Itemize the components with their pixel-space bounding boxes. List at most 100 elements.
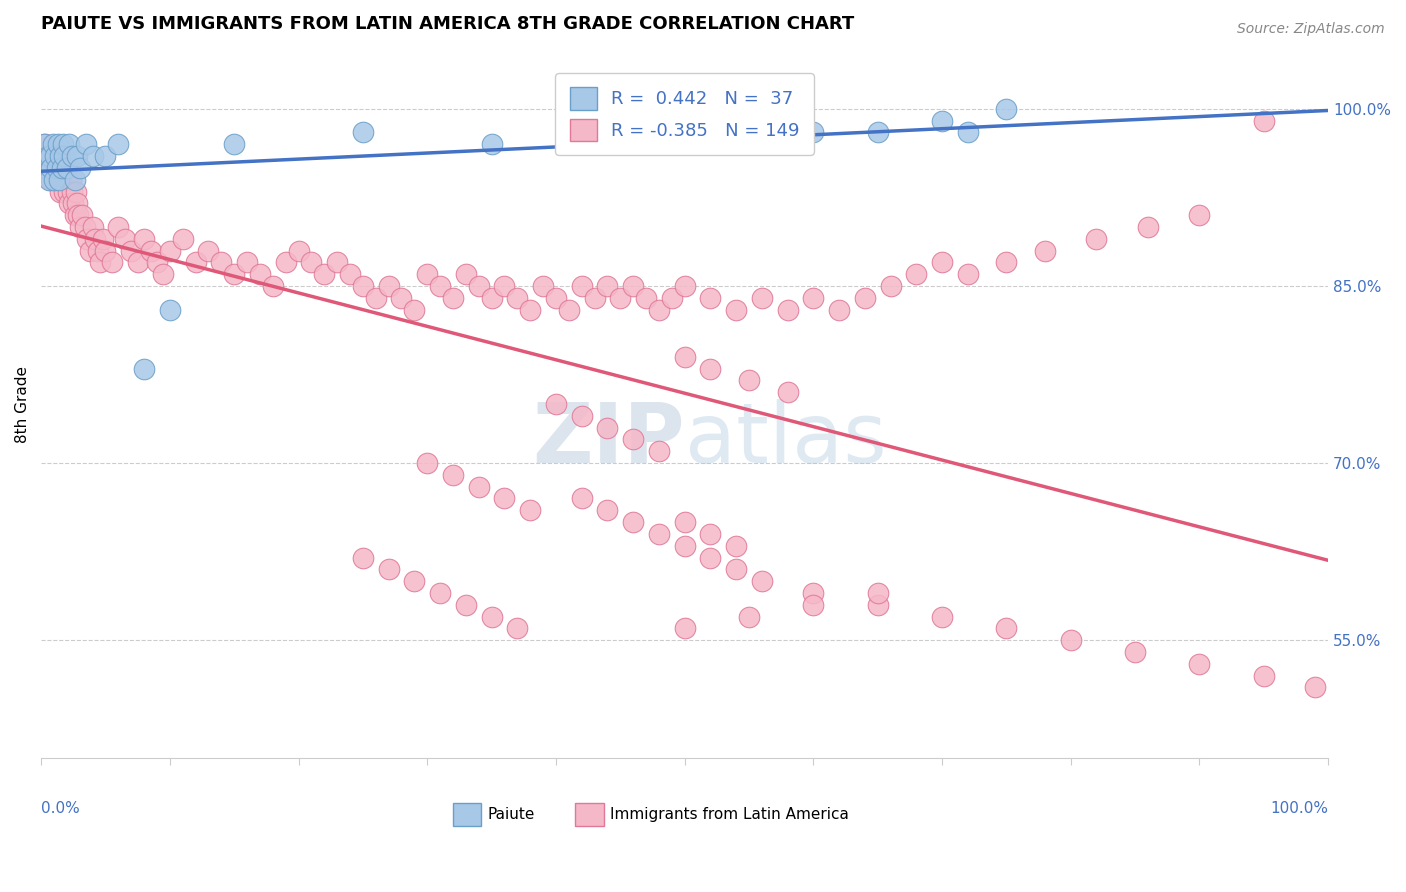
Point xyxy=(673,515,696,529)
Point xyxy=(37,161,59,175)
Point xyxy=(41,149,63,163)
Point xyxy=(571,279,593,293)
Point xyxy=(801,598,824,612)
Point xyxy=(725,539,748,553)
Point xyxy=(184,255,207,269)
Point xyxy=(481,609,503,624)
Point xyxy=(326,255,349,269)
Point xyxy=(648,444,671,458)
Point xyxy=(673,350,696,364)
Point xyxy=(391,291,413,305)
Point xyxy=(249,267,271,281)
Point xyxy=(44,172,66,186)
Point xyxy=(42,161,65,175)
Point xyxy=(621,279,644,293)
Point xyxy=(120,244,142,258)
Point xyxy=(51,161,73,175)
Point xyxy=(91,232,114,246)
Point xyxy=(738,609,761,624)
Point xyxy=(262,279,284,293)
Y-axis label: 8th Grade: 8th Grade xyxy=(15,366,30,442)
Point xyxy=(41,137,63,152)
Point xyxy=(454,598,477,612)
Point xyxy=(725,302,748,317)
Point xyxy=(571,409,593,423)
Point xyxy=(352,279,374,293)
Point xyxy=(673,621,696,635)
Point xyxy=(41,172,63,186)
Point xyxy=(39,149,62,163)
Point xyxy=(159,302,181,317)
Point xyxy=(352,550,374,565)
Text: Paiute: Paiute xyxy=(488,807,536,822)
Point xyxy=(56,161,79,175)
Point xyxy=(853,291,876,305)
Point xyxy=(776,385,799,400)
Point xyxy=(94,244,117,258)
Point xyxy=(46,161,69,175)
Point xyxy=(751,291,773,305)
Point xyxy=(995,102,1018,116)
Point xyxy=(1136,219,1159,234)
Point xyxy=(673,137,696,152)
Point xyxy=(139,244,162,258)
Text: PAIUTE VS IMMIGRANTS FROM LATIN AMERICA 8TH GRADE CORRELATION CHART: PAIUTE VS IMMIGRANTS FROM LATIN AMERICA … xyxy=(41,15,855,33)
Point xyxy=(352,126,374,140)
Legend: R =  0.442   N =  37, R = -0.385   N = 149: R = 0.442 N = 37, R = -0.385 N = 149 xyxy=(555,73,814,155)
Text: atlas: atlas xyxy=(685,399,886,480)
Point xyxy=(506,621,529,635)
Point xyxy=(75,137,97,152)
Point xyxy=(82,219,104,234)
Point xyxy=(1060,633,1083,648)
Point xyxy=(544,291,567,305)
Point xyxy=(866,126,889,140)
Point xyxy=(66,149,89,163)
Point xyxy=(1188,657,1211,671)
Point xyxy=(59,172,82,186)
Text: ZIP: ZIP xyxy=(531,399,685,480)
Point xyxy=(1188,208,1211,222)
Point xyxy=(454,267,477,281)
Point xyxy=(583,291,606,305)
Point xyxy=(45,149,67,163)
Point xyxy=(58,196,80,211)
Point xyxy=(62,196,84,211)
Point xyxy=(648,527,671,541)
Point xyxy=(866,586,889,600)
Point xyxy=(519,302,541,317)
Point xyxy=(34,137,56,152)
Point xyxy=(152,267,174,281)
Point xyxy=(596,279,619,293)
Point xyxy=(224,137,246,152)
Point xyxy=(84,232,107,246)
Point xyxy=(544,397,567,411)
Point xyxy=(801,291,824,305)
Point xyxy=(87,244,110,258)
Point xyxy=(725,562,748,576)
Point xyxy=(404,574,426,588)
Point xyxy=(1085,232,1108,246)
Point xyxy=(146,255,169,269)
Point xyxy=(236,255,259,269)
Point xyxy=(69,161,91,175)
Point xyxy=(37,149,59,163)
Point xyxy=(132,361,155,376)
Point xyxy=(467,480,489,494)
Point xyxy=(76,232,98,246)
Point xyxy=(828,302,851,317)
FancyBboxPatch shape xyxy=(575,803,603,825)
Point xyxy=(494,491,516,506)
Point xyxy=(879,279,901,293)
Point xyxy=(634,291,657,305)
Point xyxy=(699,361,721,376)
Point xyxy=(621,433,644,447)
Point xyxy=(94,149,117,163)
Point xyxy=(699,550,721,565)
Point xyxy=(52,172,75,186)
Point xyxy=(416,267,439,281)
Point xyxy=(44,149,66,163)
Point xyxy=(73,219,96,234)
Point xyxy=(441,467,464,482)
Point xyxy=(32,137,55,152)
Point xyxy=(429,586,451,600)
